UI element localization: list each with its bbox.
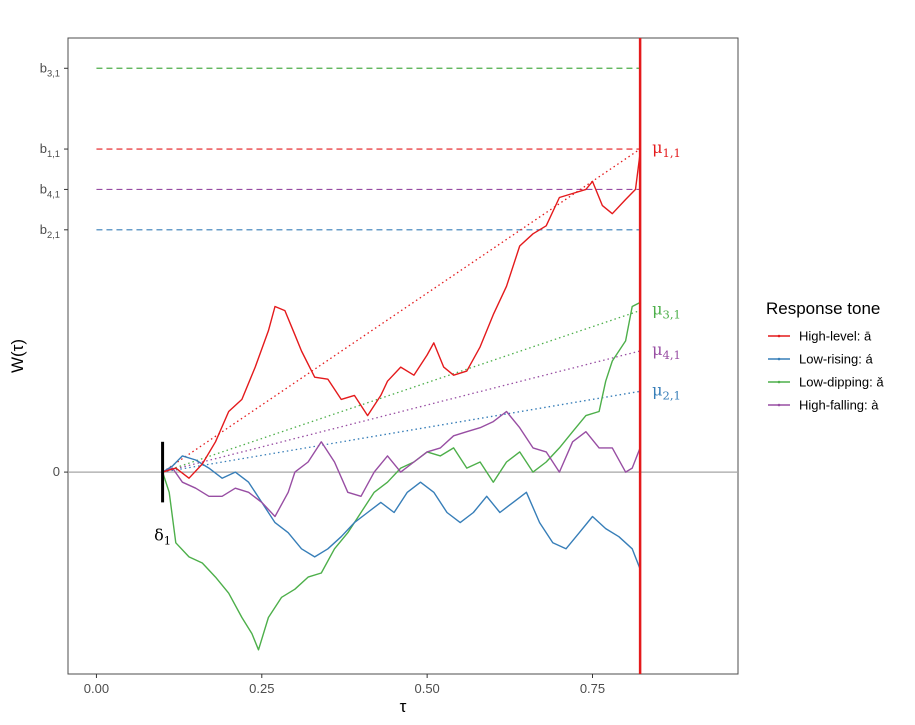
y-tick-label: b2,1 — [40, 222, 60, 240]
x-axis: 0.00 0.25 0.50 0.75 — [84, 674, 605, 696]
drift-label-1: μ1,1 — [652, 138, 681, 160]
x-tick-label: 0.00 — [84, 681, 109, 696]
drift-label-4: μ4,1 — [652, 340, 681, 362]
legend-key-dot-2 — [777, 357, 781, 361]
legend-label-3: Low-dipping: ǎ — [799, 375, 884, 390]
non-decision-time-label: δ1 — [154, 525, 171, 547]
x-tick-label: 0.75 — [580, 681, 605, 696]
y-axis: 0 b2,1 b4,1 b1,1 b3,1 — [40, 60, 68, 479]
legend-label-4: High-falling: à — [799, 398, 879, 413]
drift-label-2: μ2,1 — [652, 380, 681, 402]
path-series-1 — [162, 153, 641, 479]
legend-key-dot-4 — [777, 403, 781, 407]
legend-items: High-level: ā Low-rising: á Low-dipping: ǎ… — [768, 329, 884, 413]
path-series-3 — [161, 301, 641, 651]
y-tick-label: 0 — [53, 464, 60, 479]
plot-panel-border — [67, 37, 739, 675]
path-series-2 — [162, 455, 641, 570]
drift-label-3: μ3,1 — [652, 300, 681, 322]
drift-line-4 — [162, 350, 641, 473]
legend-key-dot-3 — [777, 380, 781, 384]
plot-layer: δ1 μ1,1 μ2,1 μ3,1 μ4,1 — [68, 38, 738, 674]
legend-label-2: Low-rising: á — [799, 352, 873, 367]
path-series-4 — [162, 410, 641, 518]
drift-line-3 — [162, 309, 641, 473]
x-axis-title: τ — [400, 697, 407, 716]
y-tick-label: b1,1 — [40, 141, 60, 159]
legend: Response tone High-level: ā Low-rising: á… — [766, 299, 884, 413]
legend-label-1: High-level: ā — [799, 329, 872, 344]
x-tick-label: 0.50 — [414, 681, 439, 696]
y-axis-title: W(τ) — [8, 339, 27, 373]
drift-line-1 — [162, 148, 641, 473]
legend-title: Response tone — [766, 299, 880, 318]
y-tick-label: b3,1 — [40, 60, 60, 78]
x-tick-label: 0.25 — [249, 681, 274, 696]
legend-key-dot-1 — [777, 334, 781, 338]
y-tick-label: b4,1 — [40, 181, 60, 199]
